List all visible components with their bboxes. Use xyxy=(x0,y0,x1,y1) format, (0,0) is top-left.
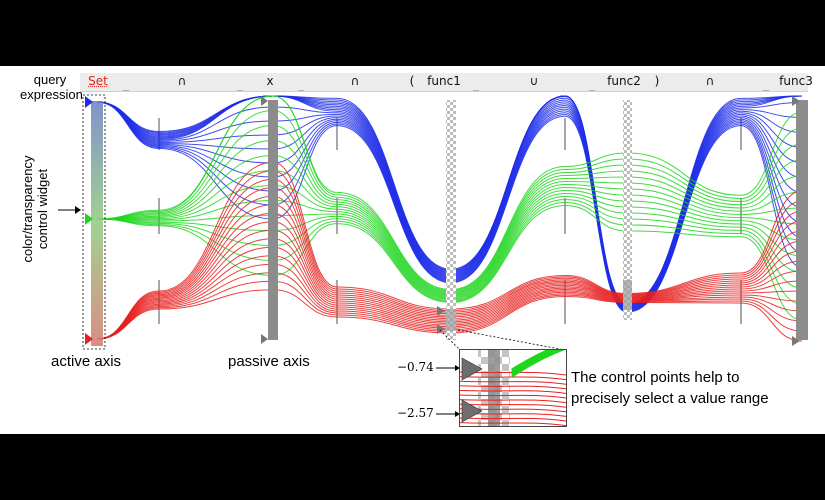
zoomed-polyline-red xyxy=(460,376,566,381)
widget-arrow-head-icon xyxy=(75,206,81,214)
blue-control-point-icon[interactable] xyxy=(85,96,93,108)
polyline-red xyxy=(96,229,803,340)
polyline-red xyxy=(96,238,803,340)
func1-handle-top-icon[interactable] xyxy=(437,306,445,316)
polyline-red xyxy=(96,204,803,340)
zoomed-control-point-top-icon[interactable] xyxy=(461,357,483,381)
query-token-intersect[interactable]: ∩ xyxy=(705,74,715,88)
query-token-union[interactable]: ∪ xyxy=(529,74,539,88)
polyline-blue xyxy=(96,101,803,313)
query-token-separator[interactable]: _ xyxy=(123,77,129,91)
zoomed-polyline-red xyxy=(460,417,566,422)
polyline-green xyxy=(96,154,803,296)
tick-arrow-top-icon xyxy=(455,365,460,371)
zoom-inset-graphic xyxy=(460,350,566,426)
query-token-separator[interactable]: _ xyxy=(589,77,595,91)
polyline-red xyxy=(96,178,803,340)
query-token-separator[interactable]: _ xyxy=(473,77,479,91)
passive-axis-handle-top-icon[interactable] xyxy=(261,96,268,106)
func1-selected-range xyxy=(446,309,456,331)
polyline-red xyxy=(96,221,803,340)
func2-selected-range xyxy=(623,280,632,310)
polyline-red xyxy=(96,170,803,340)
func3-axis-bar[interactable] xyxy=(796,100,808,340)
query-token-separator[interactable]: _ xyxy=(298,77,304,91)
zoomed-polyline-red xyxy=(460,385,566,390)
active-axis-label: active axis xyxy=(51,353,122,370)
red-control-point-icon[interactable] xyxy=(85,333,93,345)
func1-axis-bar[interactable] xyxy=(446,100,456,340)
zoom-inset xyxy=(459,349,567,427)
active-axis-bar[interactable] xyxy=(91,101,103,346)
query-token-intersect[interactable]: ∩ xyxy=(350,74,360,88)
query-label-line2: expression xyxy=(20,87,83,102)
query-token-set[interactable]: Set xyxy=(88,74,108,88)
zoomed-polyline-red xyxy=(460,422,566,426)
control-points-callout: The control points help to precisely sel… xyxy=(571,367,769,409)
query-token-intersect[interactable]: ∩ xyxy=(177,74,187,88)
query-token-separator[interactable]: _ xyxy=(237,77,243,91)
polyline-green xyxy=(96,192,803,300)
query-token-x[interactable]: x xyxy=(266,74,274,88)
polyline-green xyxy=(96,95,803,292)
query-token-separator[interactable]: _ xyxy=(763,77,769,91)
query-expression-label: query expression xyxy=(20,72,83,102)
callout-line2: precisely select a value range xyxy=(571,390,769,407)
func2-axis-bar[interactable] xyxy=(623,100,632,320)
passive-axis-label: passive axis xyxy=(228,353,310,370)
query-token-close-paren[interactable]: ) xyxy=(654,74,660,88)
inset-tick-top: −0.74 xyxy=(397,360,434,374)
polyline-red xyxy=(96,195,803,340)
zoomed-polyline-green xyxy=(511,350,553,372)
parallel-coordinates-plot xyxy=(58,94,808,417)
zoomed-axis-bar xyxy=(488,350,500,426)
query-token-func2[interactable]: func2 xyxy=(607,74,641,88)
tick-arrow-bottom-icon xyxy=(455,411,460,417)
polyline-red xyxy=(96,272,803,340)
polyline-blue xyxy=(96,101,803,313)
zoomed-polyline-red xyxy=(460,380,566,385)
polyline-green xyxy=(96,109,803,293)
polyline-red xyxy=(96,161,803,340)
query-label-line1: query xyxy=(33,72,67,87)
zoomed-polyline-red xyxy=(460,389,566,394)
polyline-green xyxy=(96,139,803,295)
query-token-func1[interactable]: func1 xyxy=(427,74,461,88)
zoomed-polyline-red xyxy=(460,399,566,404)
parallel-coordinates-view: Set _ ∩ _ x _ ∩ ( func1 _ ∪ _ func2 ) ∩ … xyxy=(0,66,825,434)
passive-axis-handle-bottom-icon[interactable] xyxy=(261,334,268,344)
polyline-red xyxy=(96,187,803,340)
query-token-func3[interactable]: func3 xyxy=(779,74,813,88)
func3-handle-bottom-icon[interactable] xyxy=(792,336,800,346)
zoomed-polyline-red xyxy=(460,394,566,399)
zoom-connector-lines xyxy=(439,329,566,351)
query-token-open-paren[interactable]: ( xyxy=(409,74,415,88)
zoomed-polyline-red xyxy=(460,403,566,408)
func3-handle-top-icon[interactable] xyxy=(792,96,800,106)
active-axis-frame xyxy=(82,94,106,350)
green-control-point-icon[interactable] xyxy=(85,213,93,225)
callout-line1: The control points help to xyxy=(571,369,740,386)
zoomed-control-point-bottom-icon[interactable] xyxy=(461,399,483,423)
polyline-red xyxy=(96,212,803,340)
inset-tick-bottom: −2.57 xyxy=(397,406,434,420)
query-expression-bar[interactable]: Set _ ∩ _ x _ ∩ ( func1 _ ∪ _ func2 ) ∩ … xyxy=(80,73,813,92)
func1-handle-bottom-icon[interactable] xyxy=(437,324,445,334)
polyline-red xyxy=(96,246,803,340)
passive-axis-bar[interactable] xyxy=(268,100,278,340)
